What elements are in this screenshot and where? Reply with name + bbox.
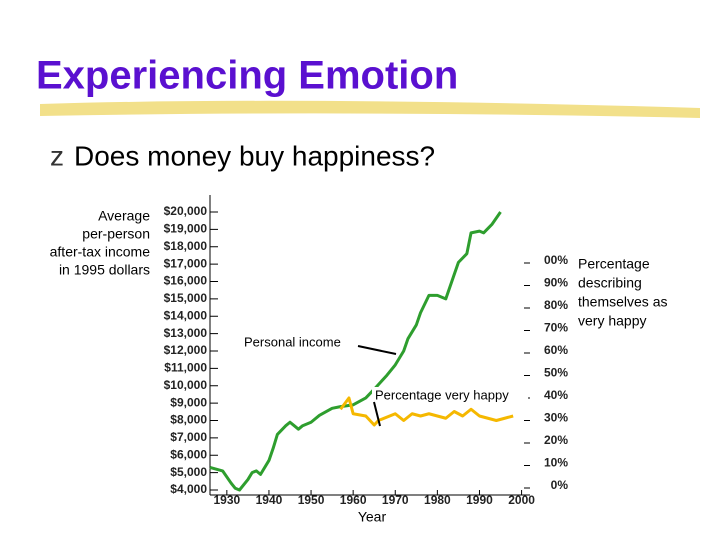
y2-tick-label: 80% xyxy=(544,298,568,312)
y2-tick-label: 60% xyxy=(544,343,568,357)
annotation-box xyxy=(372,387,528,405)
y2-tick-label: 0% xyxy=(551,478,569,492)
x-tick-label: 1980 xyxy=(424,493,451,507)
y-tick-label: $16,000 xyxy=(164,274,208,288)
y-tick-label: $14,000 xyxy=(164,308,208,322)
y2-axis-label: Percentage xyxy=(578,256,650,272)
title-underline xyxy=(40,100,700,118)
x-tick-label: 2000 xyxy=(508,493,535,507)
annotation: Personal income xyxy=(244,334,341,349)
bullet: z xyxy=(50,140,64,171)
y-tick-label: $11,000 xyxy=(164,361,207,375)
y2-tick-label: 90% xyxy=(544,276,568,290)
x-tick-label: 1930 xyxy=(213,493,240,507)
y-tick-label: $4,000 xyxy=(170,482,207,496)
annotation-pointer xyxy=(373,401,381,427)
x-tick-label: 1970 xyxy=(382,493,409,507)
y2-tick-label: 20% xyxy=(544,433,568,447)
x-tick-label: 1950 xyxy=(298,493,325,507)
y2-tick-label: 70% xyxy=(544,321,568,335)
y-axis-label: Average xyxy=(98,208,150,224)
y2-tick-label: 10% xyxy=(544,456,568,470)
y-tick-label: $10,000 xyxy=(164,378,208,392)
x-tick-label: 1990 xyxy=(466,493,493,507)
y2-axis-label: themselves as xyxy=(578,294,667,310)
y-tick-label: $17,000 xyxy=(164,256,208,270)
y-axis-label: per-person xyxy=(82,226,150,242)
line-series xyxy=(209,211,502,492)
y-tick-label: $8,000 xyxy=(170,413,207,427)
y-tick-label: $20,000 xyxy=(164,204,208,218)
y2-tick-label: 50% xyxy=(544,366,568,380)
x-tick-label: 1960 xyxy=(340,493,367,507)
annotation-box xyxy=(240,334,360,352)
line-series xyxy=(339,396,514,427)
y-tick-label: $6,000 xyxy=(170,447,207,461)
y-axis-label: after-tax income xyxy=(50,244,151,260)
y-tick-label: $18,000 xyxy=(164,239,208,253)
y2-axis-label: very happy xyxy=(578,313,646,329)
y-tick-label: $9,000 xyxy=(170,395,207,409)
y2-tick-label: 30% xyxy=(544,411,568,425)
x-tick-label: 1940 xyxy=(256,493,283,507)
y2-axis-label: describing xyxy=(578,275,642,291)
annotation-pointer xyxy=(357,345,397,355)
y-tick-label: $13,000 xyxy=(164,326,208,340)
annotation: Percentage very happy xyxy=(375,387,509,402)
slide-title: Experiencing Emotion xyxy=(36,54,458,98)
y-tick-label: $12,000 xyxy=(164,343,208,357)
y2-tick-label: 00% xyxy=(544,253,568,267)
y-axis-label: in 1995 dollars xyxy=(59,262,150,278)
subtitle: Does money buy happiness? xyxy=(74,140,435,171)
y-tick-label: $5,000 xyxy=(170,465,207,479)
y-tick-label: $7,000 xyxy=(170,430,207,444)
y-tick-label: $19,000 xyxy=(164,222,208,236)
y2-tick-label: 40% xyxy=(544,388,568,402)
x-axis-label: Year xyxy=(358,509,387,525)
y-tick-label: $15,000 xyxy=(164,291,208,305)
